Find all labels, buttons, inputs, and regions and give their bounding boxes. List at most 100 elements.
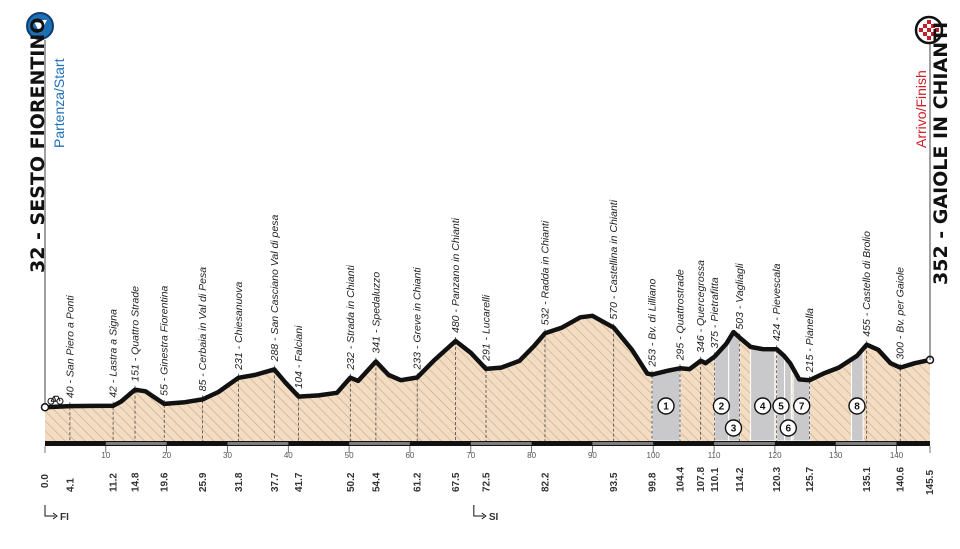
waypoint-km-label: 54.4 [371, 472, 382, 492]
axis-segment [349, 442, 410, 445]
start-marker: 32 - SESTO FIORENTINO Partenza/Start [26, 12, 67, 404]
finish-km-label: 145.5 [925, 470, 936, 495]
waypoint-km-label: 82.2 [541, 472, 552, 492]
sector-badge-circle [848, 397, 866, 415]
sector-badge-2: 2 [712, 397, 731, 415]
waypoint-km-label: 104.4 [676, 467, 687, 492]
waypoint-km-label: 107.8 [696, 467, 707, 492]
waypoint-name: 233 - Greve in Chianti [412, 267, 424, 371]
waypoint-km-label: 99.8 [648, 472, 659, 492]
waypoint-name: 215 - Pianella [804, 308, 816, 373]
tick-label: 30 [223, 451, 232, 460]
province-marker-fi: FI [44, 505, 69, 523]
sector-number: 7 [799, 402, 805, 413]
waypoint-name: 341 - Spedaluzzo [370, 272, 382, 354]
waypoint-name: 503 - Vagliagli [734, 263, 746, 330]
bent-arrow-icon [44, 505, 55, 517]
province-marker-si: SI [473, 505, 499, 523]
tick-label: 60 [405, 451, 414, 460]
axis-segment [470, 442, 532, 445]
waypoint-name: 455 - Castello di Brolio [861, 231, 873, 337]
waypoint-name: 424 - Pievescala [771, 263, 783, 341]
tick-label: 70 [466, 451, 475, 460]
waypoint-km-label: 67.5 [451, 472, 462, 492]
bent-arrow-icon [473, 505, 484, 517]
sector-number: 4 [760, 402, 766, 413]
province-label: SI [489, 512, 499, 523]
bicycle-icon [47, 395, 64, 405]
tick-label: 50 [345, 451, 354, 460]
waypoint-name: 375 - Pietrafitta [709, 277, 721, 348]
waypoint-km-label: 125.7 [805, 467, 816, 492]
waypoint-name: 295 - Quattrostrade [675, 269, 687, 361]
waypoint-km-label: 114.2 [735, 467, 746, 492]
axis-segment [835, 442, 897, 445]
sector-badge-6: 6 [779, 419, 797, 437]
start-point [40, 403, 50, 412]
sector-badge-circle [724, 419, 743, 437]
tick-label: 40 [284, 451, 293, 460]
tick-label: 20 [162, 451, 171, 460]
tick-label: 140 [890, 451, 904, 460]
tick-label: 110 [708, 451, 721, 460]
waypoint-name: 288 - San Casciano Val di pesa [269, 215, 281, 363]
play-chevron-icon [33, 20, 47, 33]
finish-subtitle: Arrivo/Finish [913, 70, 929, 148]
waypoint-name: 231 - Chiesanuova [233, 281, 245, 370]
waypoint-km-label: 31.8 [234, 472, 245, 492]
sector-badge-circle [772, 397, 790, 415]
tick-label: 80 [527, 451, 536, 460]
sector-number: 2 [719, 402, 725, 413]
start-subtitle: Partenza/Start [51, 58, 67, 148]
sector-number: 6 [786, 424, 792, 435]
sector-badge-circle [779, 419, 797, 437]
waypoint-name: 232 - Strada in Chianti [345, 265, 357, 371]
waypoint-km-label: 135.1 [862, 467, 873, 492]
waypoint-name: 104 - Falciani [293, 325, 305, 389]
waypoint-km-label: 19.6 [160, 472, 171, 492]
waypoint-km-label: 14.8 [131, 472, 142, 492]
waypoint-name: 480 - Panzano in Chianti [450, 217, 462, 333]
waypoint-km-label: 41.7 [294, 472, 305, 492]
start-title: 32 - SESTO FIORENTINO [27, 18, 49, 273]
waypoint-km-label: 72.5 [482, 472, 493, 492]
axis-segment [105, 442, 167, 445]
waypoint-km-label: 11.2 [109, 473, 120, 492]
sector-badge-1: 1 [657, 397, 675, 415]
sector-badge-8: 8 [848, 397, 866, 415]
sector-number: 3 [731, 424, 737, 435]
sector-badge-circle [793, 397, 811, 415]
sector-number: 8 [854, 402, 860, 413]
waypoint-name: 346 - Quercegrossa [695, 260, 707, 353]
waypoint-name: 300 - Bv. per Gaiole [895, 267, 907, 360]
axis-segment [592, 442, 654, 445]
waypoint-name: 253 - Bv. di Lilliano [647, 279, 659, 368]
waypoint-km-label: 93.5 [609, 472, 620, 492]
waypoint-km-label: 25.9 [198, 472, 209, 492]
waypoint-km-label: 110.1 [710, 467, 721, 492]
waypoint-km-label: 61.2 [413, 472, 424, 492]
axis-segment [714, 442, 775, 445]
tick-label: 10 [101, 451, 110, 460]
start-km-label: 0.0 [40, 474, 51, 488]
waypoint-km-label: 50.2 [346, 472, 357, 492]
sector-number: 5 [778, 402, 784, 413]
waypoint-km-label: 140.6 [896, 467, 907, 492]
waypoint-name: 291 - Lucarelli [481, 294, 493, 362]
gravel-sector-4 [750, 346, 776, 442]
waypoint-name: 85 - Cerbaia in Val di Pesa [197, 267, 209, 392]
sector-badge-5: 5 [772, 397, 790, 415]
tick-label: 120 [768, 451, 782, 460]
province-label: FI [60, 512, 69, 523]
waypoint-name: 55 - Ginestra Fiorentina [159, 285, 171, 395]
terrain-area [45, 315, 930, 441]
finish-marker: 352 - GAIOLE IN CHIANTI Arrivo/Finish [913, 15, 952, 360]
waypoint-km-label: 120.3 [772, 467, 783, 492]
waypoint-name: 42 - Lastra a Signa [108, 309, 120, 398]
sector-badge-4: 4 [754, 397, 772, 415]
sector-badge-circle [657, 397, 675, 415]
gravel-sector-8 [851, 347, 864, 442]
tick-label: 130 [829, 451, 843, 460]
tick-label: 90 [588, 451, 597, 460]
